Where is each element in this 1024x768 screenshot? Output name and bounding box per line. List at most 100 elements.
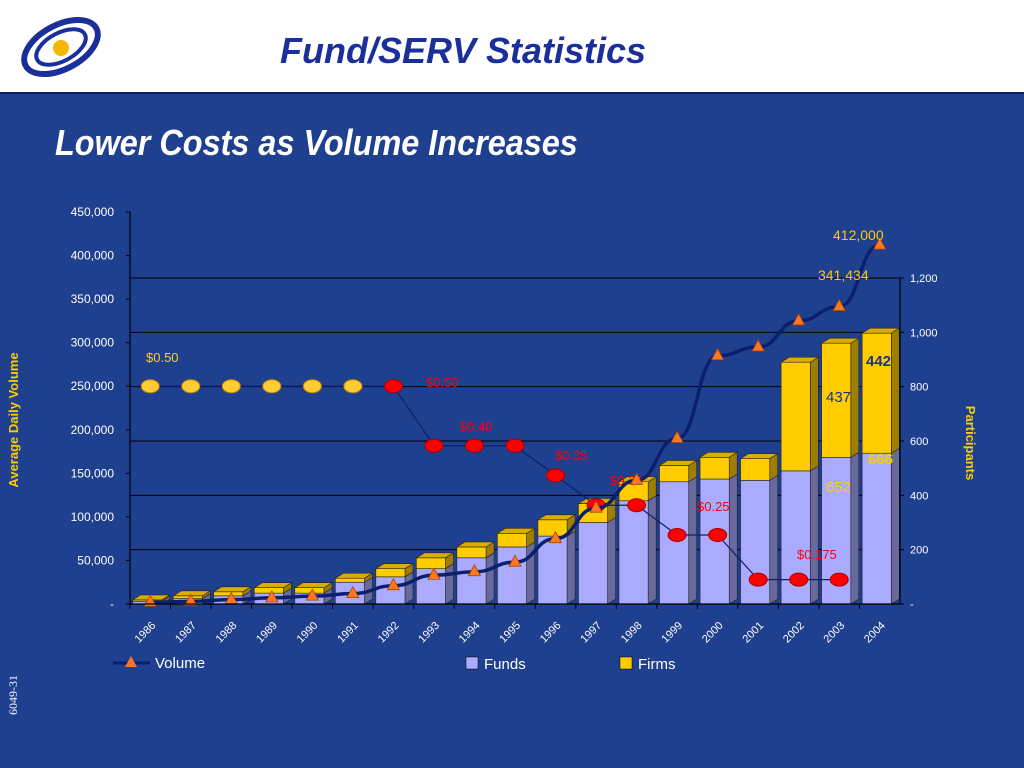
funds-bar-side (769, 474, 779, 605)
bar-top (334, 572, 374, 579)
volume-line (150, 243, 881, 605)
bar-top (861, 327, 901, 334)
x-tick-label: 1996 (538, 620, 564, 646)
firms-bar (375, 568, 406, 578)
left-axis-title: Average Daily Volume (6, 352, 21, 487)
price-label: $0.40 (460, 419, 493, 434)
slide-subtitle: Lower Costs as Volume Increases (55, 122, 578, 163)
funds-bar (375, 576, 406, 605)
x-tick-label: 1990 (295, 620, 321, 646)
volume-marker (346, 585, 360, 598)
price-point (546, 468, 566, 483)
funds-bar-side (647, 495, 657, 605)
firms-bar (456, 546, 487, 559)
price-label: $0.35 (555, 448, 588, 463)
legend-firms-label: Firms (638, 656, 676, 673)
volume-marker (508, 554, 522, 567)
firms-bar-side (809, 356, 819, 472)
x-tick-label: 1999 (659, 620, 685, 646)
price-point (181, 379, 201, 394)
legend: Volume Funds Firms (113, 655, 676, 673)
left-tick-label: 350,000 (71, 292, 115, 306)
price-point (829, 572, 849, 587)
price-point (748, 572, 768, 587)
price-point (424, 438, 444, 453)
funds-bar-side (607, 516, 616, 605)
left-tick-label: - (110, 597, 114, 611)
funds-bar (456, 557, 487, 605)
left-tick-label: 400,000 (71, 249, 115, 263)
volume-marker (670, 430, 684, 443)
funds-bar-side (404, 571, 414, 605)
volume-marker (184, 593, 198, 606)
data-label: 652 (826, 479, 851, 496)
funds-bar (659, 481, 689, 605)
price-point (505, 438, 525, 453)
funds-bar-side (891, 447, 900, 605)
price-point (262, 379, 282, 394)
legend-volume-marker (125, 656, 137, 667)
bar-top (536, 514, 577, 521)
x-tick-label: 1997 (578, 620, 604, 646)
price-label: $0.175 (797, 547, 837, 562)
x-tick-label: 1993 (416, 620, 442, 646)
left-tick-label: 50,000 (77, 553, 114, 567)
participant-bars (131, 327, 901, 605)
bar-top (415, 552, 455, 559)
volume-marker (832, 298, 846, 311)
firms-bar (172, 595, 203, 599)
data-label: 341,434 (818, 267, 869, 283)
price-series: $0.50$0.50$0.40$0.35$0.30$0.25$0.175 (140, 350, 849, 587)
right-tick-label: 800 (910, 382, 928, 394)
firms-bar (213, 591, 244, 597)
funds-bar-side (688, 476, 697, 605)
firms-bar (821, 342, 852, 458)
left-tick-label: 200,000 (71, 423, 115, 437)
funds-bar-side (485, 552, 495, 605)
x-tick-label: 2004 (862, 620, 888, 646)
price-point (464, 438, 484, 453)
x-tick-label: 1998 (619, 620, 645, 646)
x-tick-label: 2000 (700, 620, 726, 646)
right-axis-title: Participants (963, 406, 978, 480)
data-label: 437 (826, 389, 851, 406)
data-label: 666 (868, 451, 893, 468)
price-label: $0.50 (146, 350, 179, 365)
price-point (667, 527, 687, 542)
volume-marker (467, 563, 482, 577)
legend-volume-label: Volume (155, 655, 205, 672)
bar-top (212, 586, 252, 593)
left-tick-label: 150,000 (71, 466, 115, 480)
right-tick-label: 1,200 (910, 273, 938, 285)
x-tick-label: 1986 (133, 620, 159, 646)
funds-bar (861, 452, 892, 605)
firms-bar (659, 465, 689, 483)
dtcc-logo-icon (21, 16, 101, 78)
bar-top (455, 541, 496, 548)
funds-bar (537, 535, 568, 605)
x-tick-label: 1994 (457, 620, 483, 646)
bar-top (293, 582, 334, 589)
funds-bar (497, 546, 527, 605)
x-tick-label: 1987 (173, 620, 199, 646)
bar-top (820, 337, 860, 344)
right-tick-label: 400 (910, 490, 928, 502)
firms-bar (861, 332, 892, 454)
x-tick-label: 1992 (376, 620, 402, 646)
firms-bar (253, 587, 284, 594)
data-labels: 412,000 341,434 442 437 666 652 (818, 227, 893, 496)
volume-marker (589, 500, 603, 513)
volume-series (143, 237, 887, 607)
price-label: $0.25 (697, 499, 730, 514)
funds-bar (618, 500, 649, 605)
price-point (627, 498, 647, 513)
firms-bar (497, 533, 527, 548)
firms-bar (335, 577, 365, 583)
firms-bar-side (891, 327, 900, 454)
price-point (221, 379, 241, 394)
volume-marker (305, 588, 320, 601)
firms-bar (699, 456, 730, 480)
firms-bar-side (850, 337, 860, 458)
x-tick-label: 2003 (822, 620, 848, 646)
